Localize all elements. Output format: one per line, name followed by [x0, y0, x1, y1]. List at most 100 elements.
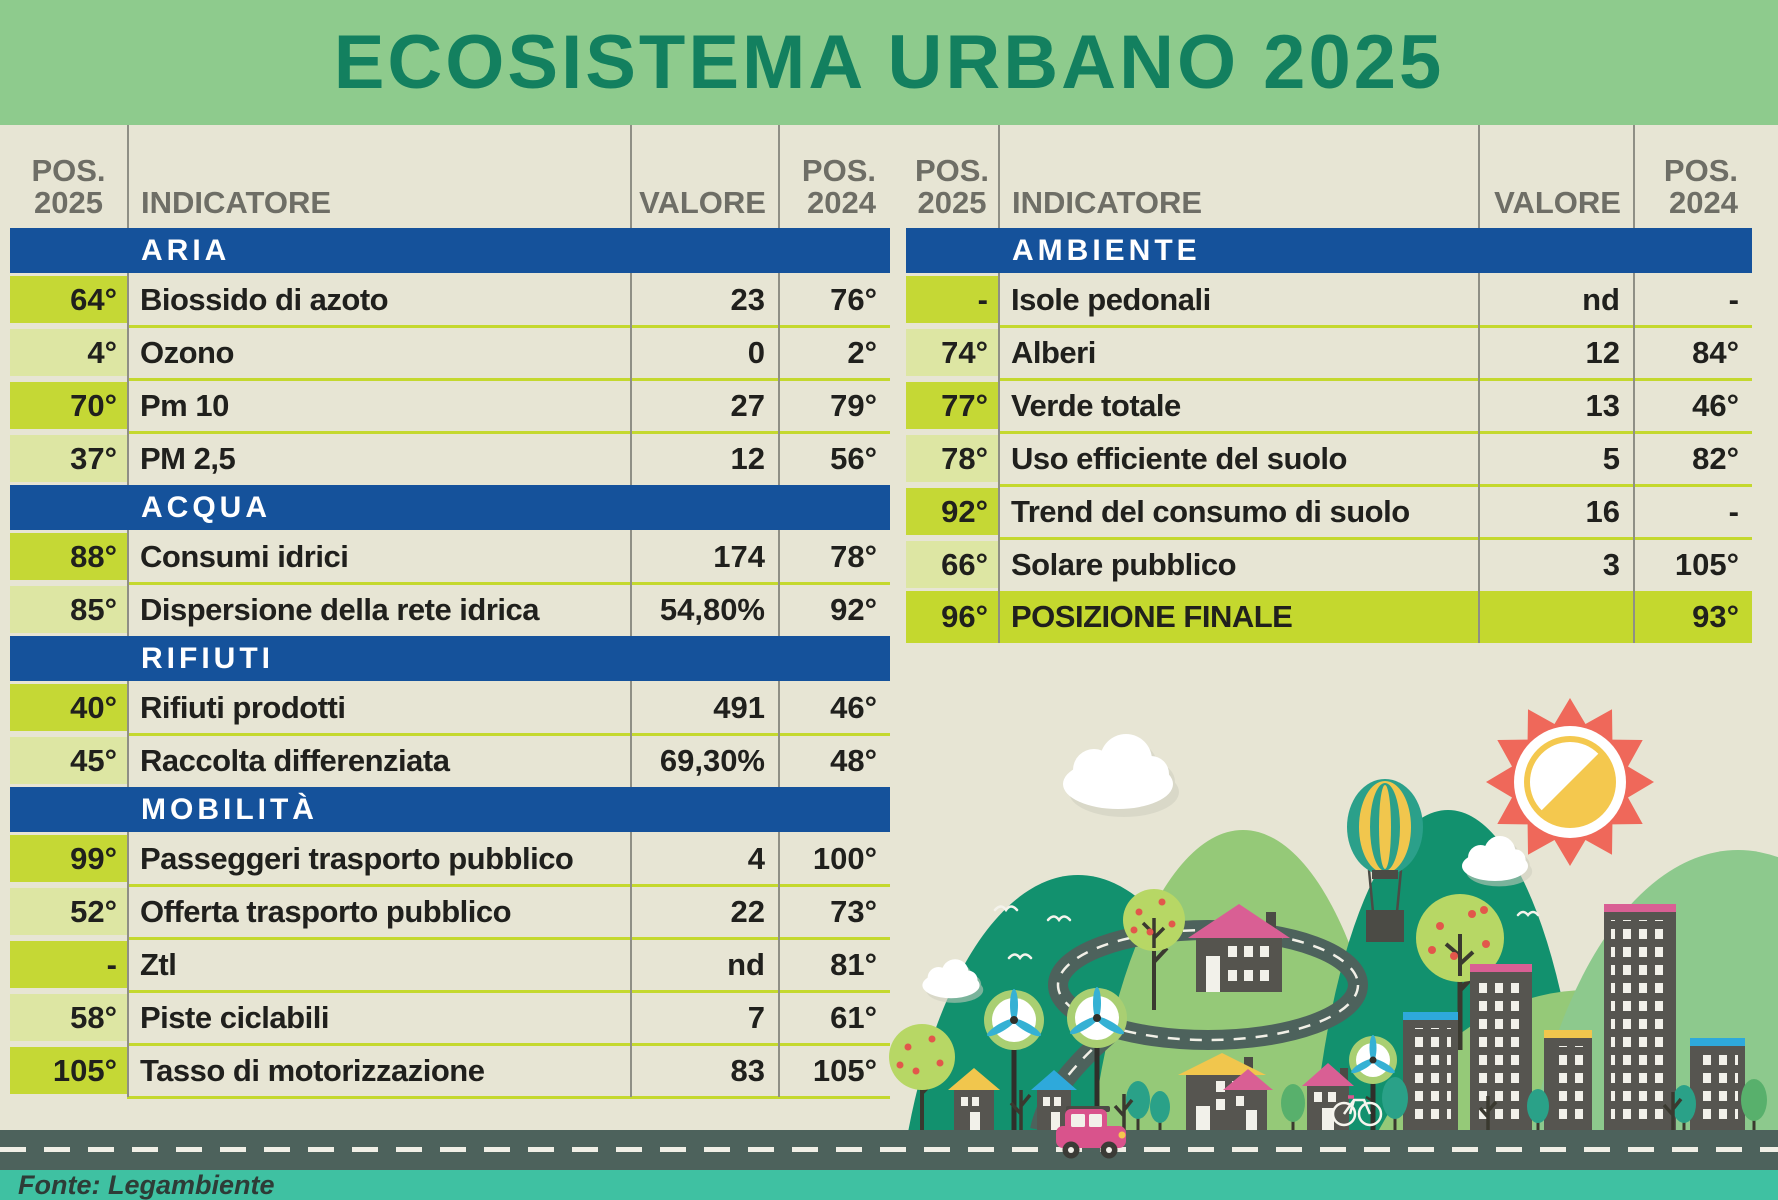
indicator-cell: Rifiuti prodotti	[140, 689, 346, 725]
value-cell: 16	[1585, 493, 1620, 529]
value-cell: 7	[747, 999, 765, 1035]
pos-2025-cell: 70°	[10, 382, 127, 429]
source-bar: Fonte: Legambiente	[0, 1170, 1778, 1200]
pos-2024-cell: 105°	[1674, 546, 1739, 582]
table-row: 105° Tasso di motorizzazione 83 105°	[10, 1044, 890, 1099]
row-separator	[127, 733, 890, 736]
column-divider	[630, 125, 632, 1097]
column-header-line: 2025	[917, 185, 987, 220]
pos-2024-cell: 92°	[830, 591, 877, 627]
pos-2024-cell: -	[1728, 281, 1739, 317]
indicator-cell: Offerta trasporto pubblico	[140, 893, 512, 929]
pos-2024-cell: 93°	[1692, 599, 1739, 634]
bicycle-icon	[1331, 1095, 1383, 1127]
table-row: 37° PM 2,5 12 56°	[10, 432, 890, 485]
column-divider	[778, 125, 780, 1097]
pos-2024-cell: 82°	[1692, 440, 1739, 476]
pos-2025-cell: 88°	[10, 533, 127, 580]
pos-2024-cell: 61°	[830, 999, 877, 1035]
section-header: MOBILITÀ	[10, 787, 890, 832]
indicator-cell: Pm 10	[140, 387, 229, 423]
indicator-cell: Passeggeri trasporto pubblico	[140, 840, 574, 876]
indicator-cell: POSIZIONE FINALE	[1011, 599, 1293, 634]
section-header: AMBIENTE	[906, 228, 1752, 273]
column-header-line: POS.	[31, 153, 106, 188]
column-header-indicatore: INDICATORE	[1012, 185, 1203, 220]
pos-2024-cell: 46°	[1692, 387, 1739, 423]
pos-2025-cell: 74°	[906, 329, 998, 376]
pos-2025-cell: 105°	[10, 1047, 127, 1094]
pos-2024-cell: 56°	[830, 440, 877, 476]
pos-2024-cell: 79°	[830, 387, 877, 423]
column-header-valore: VALORE	[639, 185, 766, 220]
cloud-icon	[922, 734, 1533, 1003]
sun-icon	[1486, 698, 1654, 866]
column-divider	[127, 125, 129, 1097]
pos-2025-cell: 77°	[906, 382, 998, 429]
value-cell: 174	[713, 538, 765, 574]
value-cell: 0	[747, 334, 765, 370]
row-separator	[127, 1096, 890, 1099]
indicator-cell: PM 2,5	[140, 440, 236, 476]
pos-2025-cell: 58°	[10, 994, 127, 1041]
indicator-cell: Piste ciclabili	[140, 999, 329, 1035]
indicators-table-right: POS. 2025 INDICATORE VALORE POS. 2024 AMBIENTE…	[906, 125, 1752, 643]
table-row: 92° Trend del consumo di suolo 16 -	[906, 485, 1752, 540]
pos-2024-cell: 78°	[830, 538, 877, 574]
table-row: 66° Solare pubblico 3 105°	[906, 538, 1752, 591]
pos-2024-cell: 46°	[830, 689, 877, 725]
hot-air-balloon-icon	[1347, 779, 1423, 942]
pos-2024-cell: 48°	[830, 742, 877, 778]
column-header-valore: VALORE	[1494, 185, 1621, 220]
pos-2025-cell: 40°	[10, 684, 127, 731]
indicator-cell: Ztl	[140, 946, 177, 982]
table-header: POS. 2025 INDICATORE VALORE POS. 2024	[10, 125, 890, 228]
table-row: 40° Rifiuti prodotti 491 46°	[10, 681, 890, 736]
indicators-table-left: POS. 2025 INDICATORE VALORE POS. 2024 ARIA 64° B…	[10, 125, 890, 1099]
row-separator	[998, 378, 1752, 381]
table-header: POS. 2025 INDICATORE VALORE POS. 2024	[906, 125, 1752, 228]
column-divider	[998, 125, 1000, 643]
pos-2024-cell: 73°	[830, 893, 877, 929]
final-position-row: 96° POSIZIONE FINALE 93°	[906, 591, 1752, 643]
eco-city-illustration	[889, 698, 1778, 1130]
pos-2024-cell: -	[1728, 493, 1739, 529]
value-cell: 12	[1585, 334, 1620, 370]
pos-2024-cell: 100°	[812, 840, 877, 876]
row-separator	[998, 431, 1752, 434]
value-cell: 22	[730, 893, 765, 929]
value-cell: 491	[713, 689, 765, 725]
pos-2025-cell: 78°	[906, 435, 998, 482]
column-header-pos-2025: POS. 2025	[10, 125, 127, 228]
table-row: 78° Uso efficiente del suolo 5 82°	[906, 432, 1752, 487]
pos-2025-cell: 66°	[906, 541, 998, 588]
pos-2025-cell: 64°	[10, 276, 127, 323]
source-text: Fonte: Legambiente	[18, 1169, 275, 1200]
indicator-cell: Isole pedonali	[1011, 281, 1211, 317]
table-row: 85° Dispersione della rete idrica 54,80% 92…	[10, 583, 890, 636]
indicator-cell: Ozono	[140, 334, 234, 370]
indicator-cell: Tasso di motorizzazione	[140, 1052, 485, 1088]
pos-2025-cell: 92°	[906, 488, 998, 535]
page-title: ECOSISTEMA URBANO 2025	[333, 20, 1445, 105]
table-row: 74° Alberi 12 84°	[906, 326, 1752, 381]
value-cell: 69,30%	[659, 742, 765, 778]
section-header: ARIA	[10, 228, 890, 273]
pos-2025-cell: 52°	[10, 888, 127, 935]
table-row: 45° Raccolta differenziata 69,30% 48°	[10, 734, 890, 787]
pos-2025-cell: 96°	[941, 599, 988, 634]
row-separator	[998, 537, 1752, 540]
house-icon	[948, 1053, 1354, 1130]
table-row: 77° Verde totale 13 46°	[906, 379, 1752, 434]
value-cell: 23	[730, 281, 765, 317]
pos-2025-cell: 45°	[10, 737, 127, 784]
pos-2025-cell: -	[906, 276, 998, 323]
bare-tree-icon	[1009, 1090, 1683, 1130]
section-header: ACQUA	[10, 485, 890, 530]
value-cell: 13	[1585, 387, 1620, 423]
skyscraper-icon	[1403, 904, 1745, 1130]
title-banner: ECOSISTEMA URBANO 2025	[0, 0, 1778, 125]
pos-2024-cell: 105°	[812, 1052, 877, 1088]
column-header-line: POS.	[914, 153, 990, 188]
